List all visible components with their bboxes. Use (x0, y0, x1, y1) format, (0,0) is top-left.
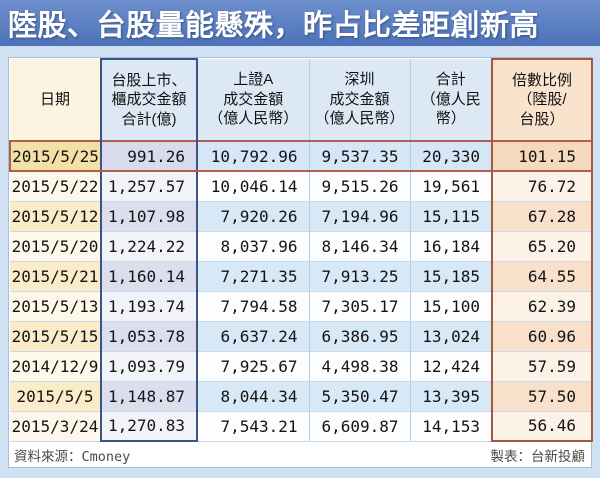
ratio-cell: 101.15 (491, 140, 593, 172)
shenzhen-volume-cell: 5,350.47 (308, 381, 410, 412)
china-total-cell: 13,024 (409, 321, 492, 352)
china-total-cell: 15,185 (409, 261, 492, 292)
ratio-cell: 60.96 (491, 321, 593, 352)
date-cell: 2015/5/21 (10, 261, 101, 292)
shenzhen-volume-cell: 6,609.87 (308, 411, 410, 442)
date-cell: 2015/5/15 (10, 321, 101, 352)
china-total-cell: 15,115 (409, 201, 492, 232)
col-header-taiwan-volume: 台股上市、 櫃成交金額 合計(億) (100, 58, 198, 141)
taiwan-volume-cell: 1,224.22 (100, 231, 198, 262)
date-cell: 2015/5/25 (9, 140, 101, 172)
header-row: 日期 台股上市、 櫃成交金額 合計(億) 上證A 成交金額 （億人民幣） 深圳 … (10, 58, 593, 141)
table-panel: 日期 台股上市、 櫃成交金額 合計(億) 上證A 成交金額 （億人民幣） 深圳 … (8, 57, 593, 468)
shenzhen-volume-cell: 8,146.34 (308, 231, 410, 262)
shenzhen-volume-cell: 4,498.38 (308, 351, 410, 382)
date-cell: 2015/5/13 (10, 291, 101, 322)
page-title: 陸股、台股量能懸殊，昨占比差距創新高 (8, 10, 540, 42)
ratio-cell: 57.50 (491, 381, 593, 412)
shenzhen-volume-cell: 7,194.96 (308, 201, 410, 232)
col-header-date: 日期 (10, 59, 101, 141)
china-total-cell: 15,100 (409, 291, 492, 322)
china-total-cell: 20,330 (409, 140, 492, 172)
col-header-shenzhen-volume: 深圳 成交金額 （億人民幣） (308, 59, 410, 141)
ratio-cell: 76.72 (491, 171, 593, 202)
china-total-cell: 13,395 (409, 381, 492, 412)
date-cell: 2014/12/9 (10, 351, 101, 382)
shanghai-volume-cell: 7,271.35 (197, 261, 309, 292)
col-header-shanghai-volume: 上證A 成交金額 （億人民幣） (197, 59, 309, 141)
ratio-cell: 57.59 (491, 351, 593, 382)
table-row-highlighted: 2015/5/25 991.26 10,792.96 9,537.35 20,330 10… (9, 140, 593, 172)
table-row: 2015/5/13 1,193.74 7,794.58 7,305.17 15,100 6… (10, 291, 593, 322)
col-header-china-total: 合計 （億人民 幣） (409, 59, 492, 141)
shanghai-volume-cell: 7,543.21 (197, 411, 309, 442)
shanghai-volume-cell: 7,925.67 (197, 351, 309, 382)
table-row: 2014/12/9 1,093.79 7,925.67 4,498.38 12,424 5… (10, 351, 593, 382)
table-row: 2015/5/12 1,107.98 7,920.26 7,194.96 15,115 6… (10, 201, 593, 232)
china-total-cell: 16,184 (409, 231, 492, 262)
taiwan-volume-cell: 1,148.87 (100, 381, 198, 412)
taiwan-volume-cell: 1,160.14 (100, 261, 198, 292)
volume-comparison-table: 日期 台股上市、 櫃成交金額 合計(億) 上證A 成交金額 （億人民幣） 深圳 … (9, 58, 593, 442)
col-header-multiple-ratio: 倍數比例 （陸股/ 台股） (491, 58, 593, 141)
ratio-cell: 65.20 (491, 231, 593, 262)
taiwan-volume-cell: 1,257.57 (100, 171, 198, 202)
china-total-cell: 14,153 (409, 411, 492, 442)
shanghai-volume-cell: 7,920.26 (197, 201, 309, 232)
shenzhen-volume-cell: 6,386.95 (308, 321, 410, 352)
shanghai-volume-cell: 8,044.34 (197, 381, 309, 412)
table-row: 2015/3/24 1,270.83 7,543.21 6,609.87 14,153 5… (10, 411, 593, 442)
table-footer: 資料來源：Cmoney 製表：台新投顧 (9, 442, 591, 467)
china-total-cell: 19,561 (409, 171, 492, 202)
shenzhen-volume-cell: 9,537.35 (308, 140, 410, 172)
shanghai-volume-cell: 10,046.14 (197, 171, 309, 202)
ratio-cell: 64.55 (491, 261, 593, 292)
shenzhen-volume-cell: 7,305.17 (308, 291, 410, 322)
taiwan-volume-cell: 1,053.78 (100, 321, 198, 352)
table-row: 2015/5/21 1,160.14 7,271.35 7,913.25 15,185 6… (10, 261, 593, 292)
date-cell: 2015/5/22 (10, 171, 101, 202)
taiwan-volume-cell: 1,193.74 (100, 291, 198, 322)
china-total-cell: 12,424 (409, 351, 492, 382)
table-row: 2015/5/5 1,148.87 8,044.34 5,350.47 13,395 57… (10, 381, 593, 412)
date-cell: 2015/5/20 (10, 231, 101, 262)
credit-note: 製表：台新投顧 (490, 448, 586, 464)
source-note: 資料來源：Cmoney (14, 448, 131, 465)
taiwan-volume-cell: 991.26 (100, 140, 198, 172)
ratio-cell: 56.46 (491, 411, 593, 442)
title-banner: 陸股、台股量能懸殊，昨占比差距創新高 (0, 0, 600, 46)
taiwan-volume-cell: 1,270.83 (100, 411, 198, 442)
shanghai-volume-cell: 6,637.24 (197, 321, 309, 352)
date-cell: 2015/5/5 (10, 381, 101, 412)
table-row: 2015/5/20 1,224.22 8,037.96 8,146.34 16,184 6… (10, 231, 593, 262)
table-row: 2015/5/22 1,257.57 10,046.14 9,515.26 19,561… (10, 171, 593, 202)
taiwan-volume-cell: 1,107.98 (100, 201, 198, 232)
shenzhen-volume-cell: 7,913.25 (308, 261, 410, 292)
taiwan-volume-cell: 1,093.79 (100, 351, 198, 382)
table-row: 2015/5/15 1,053.78 6,637.24 6,386.95 13,024 6… (10, 321, 593, 352)
shanghai-volume-cell: 7,794.58 (197, 291, 309, 322)
shenzhen-volume-cell: 9,515.26 (308, 171, 410, 202)
ratio-cell: 62.39 (491, 291, 593, 322)
date-cell: 2015/3/24 (10, 411, 101, 442)
ratio-cell: 67.28 (491, 201, 593, 232)
shanghai-volume-cell: 8,037.96 (197, 231, 309, 262)
date-cell: 2015/5/12 (10, 201, 101, 232)
shanghai-volume-cell: 10,792.96 (197, 140, 309, 172)
